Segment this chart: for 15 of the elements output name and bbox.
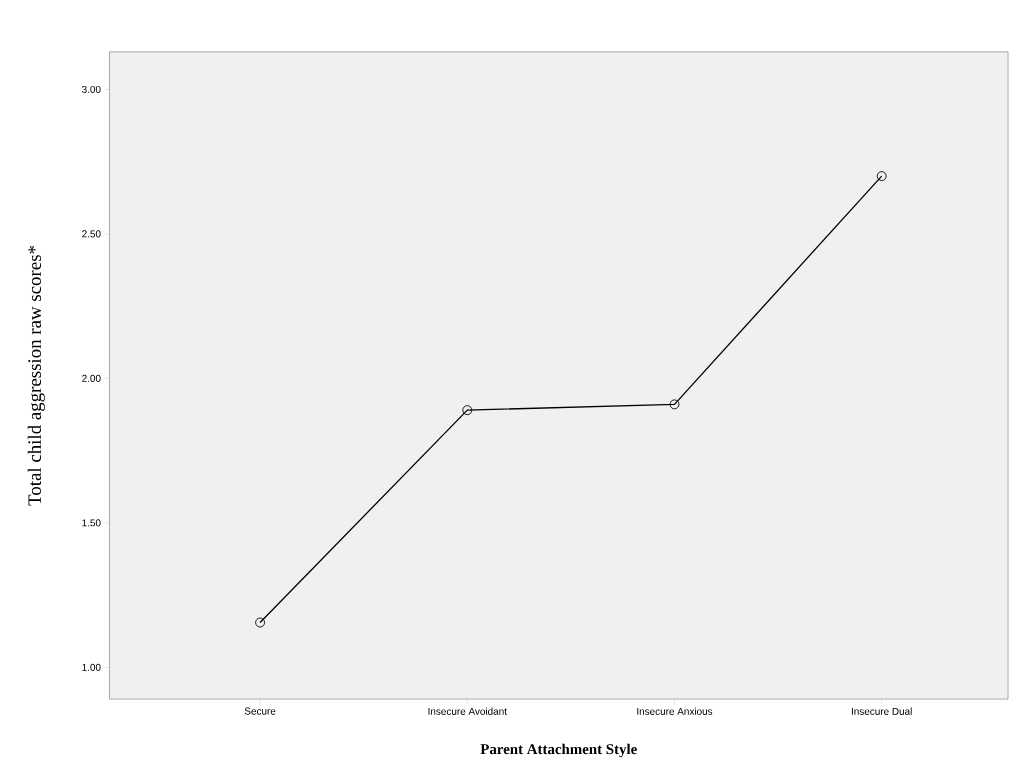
y-tick-label: 3.00 [82,85,101,93]
y-tick-label: 2.50 [82,230,101,238]
x-tick-label: Insecure Anxious [637,707,713,715]
x-tick-label: Insecure Dual [851,707,912,715]
y-tick-label: 1.00 [82,663,101,671]
y-axis-title: Total child aggression raw scores* [27,246,45,506]
y-tick-label: 1.50 [82,519,101,527]
point [462,405,473,416]
point [876,171,887,182]
x-tick-label: Insecure Avoidant [428,707,507,715]
x-axis-title: Parent Attachment Style [480,743,637,758]
point [669,399,680,410]
point [255,617,266,628]
y-tick-label: 2.00 [82,374,101,382]
x-tick-label: Secure [244,707,276,715]
